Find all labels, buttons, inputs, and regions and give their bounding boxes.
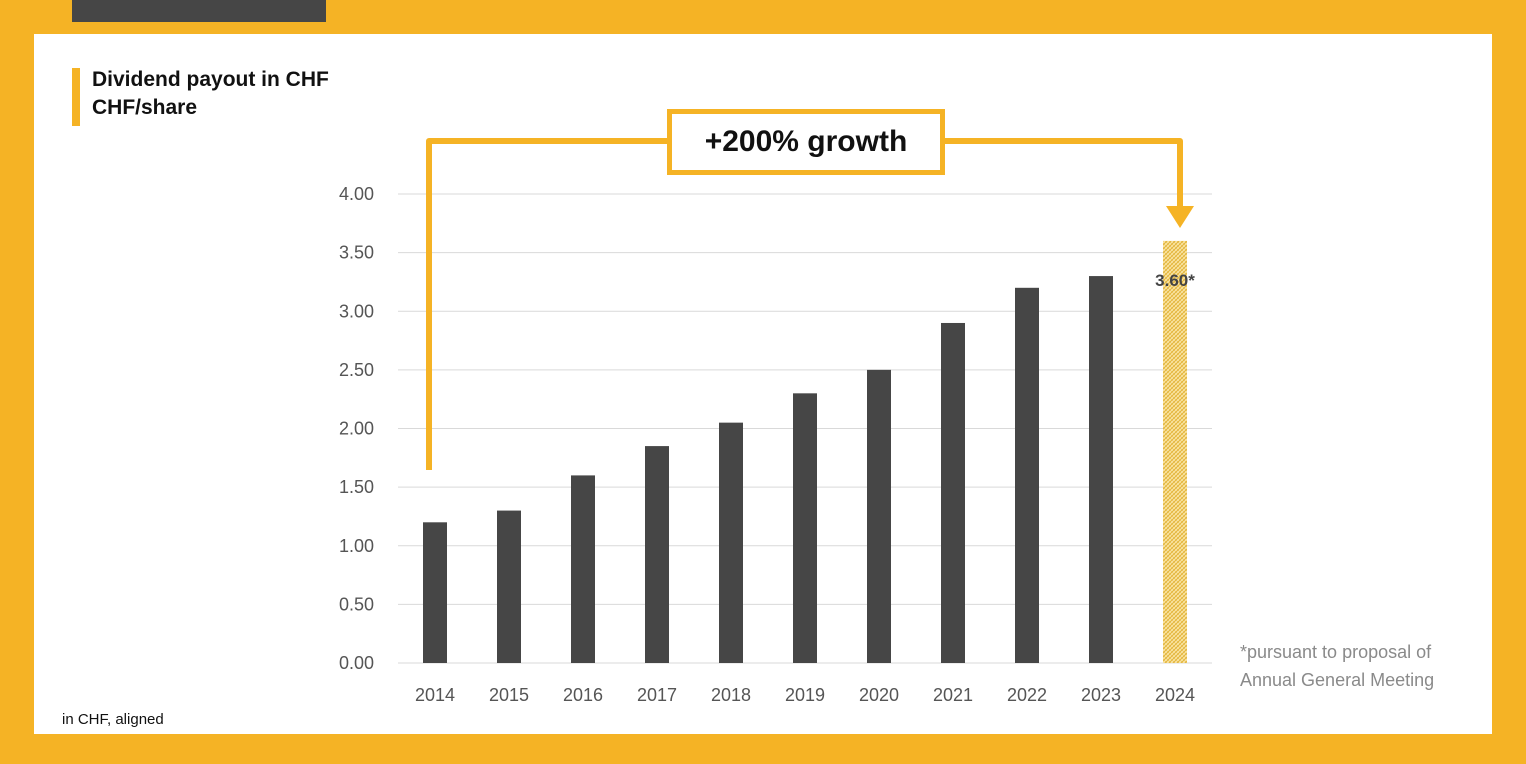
x-tick-label: 2014 [415,685,455,705]
y-tick-label: 1.00 [339,536,374,556]
x-tick-label: 2020 [859,685,899,705]
bar-2022 [1015,287,1039,663]
chart-title: Dividend payout in CHF CHF/share [92,66,329,122]
y-tick-label: 3.00 [339,301,374,321]
x-tick-label: 2018 [711,685,751,705]
title-line-1: Dividend payout in CHF [92,68,329,91]
arrow-head [1166,206,1194,228]
data-labels: 3.60* [1155,271,1195,290]
data-label-2024: 3.60* [1155,271,1195,290]
y-tick-label: 0.00 [339,653,374,673]
x-tick-label: 2019 [785,685,825,705]
y-tick-label: 1.50 [339,477,374,497]
bar-2020 [867,369,891,663]
y-tick-label: 4.00 [339,184,374,204]
bars [423,240,1187,663]
bar-2021 [941,322,965,663]
y-tick-label: 2.00 [339,419,374,439]
bar-2023 [1089,276,1113,663]
bar-2024 [1163,240,1187,663]
y-tick-label: 0.50 [339,594,374,614]
x-tick-label: 2022 [1007,685,1047,705]
x-axis-tick-labels: 2014 2015 2016 2017 2018 2019 2020 2021 2022 2023… [415,685,1195,705]
y-axis-tick-labels: 0.00 0.50 1.00 1.50 2.00 2.50 3.00 3.50 4.00 [339,184,374,673]
title-accent-bar [72,68,80,126]
y-tick-label: 3.50 [339,243,374,263]
growth-label: +200% growth [704,125,908,158]
bar-2015 [497,510,521,663]
growth-callout-box: +200% growth [667,109,945,175]
bar-2018 [719,422,743,663]
bar-2014 [423,522,447,663]
footnote-right-line-1: *pursuant to proposal of [1240,642,1432,662]
bar-2019 [793,393,817,663]
x-tick-label: 2024 [1155,685,1195,705]
footnote-right: *pursuant to proposal of Annual General … [1240,638,1434,694]
bar-2017 [645,446,669,663]
x-tick-label: 2021 [933,685,973,705]
footnote-right-line-2: Annual General Meeting [1240,670,1435,690]
x-tick-label: 2015 [489,685,529,705]
footnote-left: in CHF, aligned [62,711,164,728]
bar-2016 [571,475,595,663]
y-tick-label: 2.50 [339,360,374,380]
x-tick-label: 2016 [563,685,603,705]
title-line-2: CHF/share [92,96,198,119]
top-tab-decoration [72,0,326,22]
x-tick-label: 2023 [1081,685,1121,705]
x-tick-label: 2017 [637,685,677,705]
